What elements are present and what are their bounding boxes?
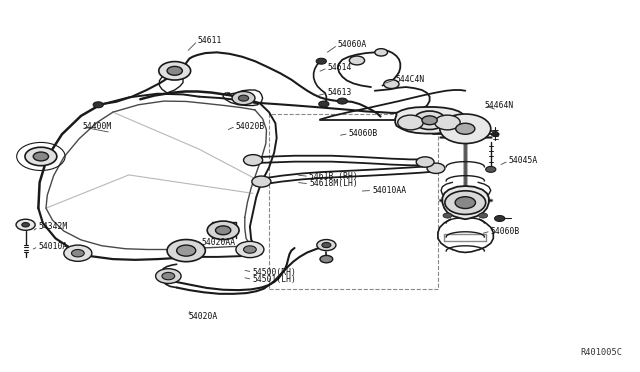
Circle shape bbox=[322, 243, 331, 248]
Circle shape bbox=[440, 114, 491, 144]
Text: 54060A: 54060A bbox=[338, 41, 367, 49]
Circle shape bbox=[244, 155, 262, 166]
Circle shape bbox=[495, 215, 505, 221]
Circle shape bbox=[25, 147, 57, 166]
Text: 544C4N: 544C4N bbox=[395, 75, 424, 84]
Text: 54613: 54613 bbox=[328, 89, 352, 97]
Circle shape bbox=[216, 226, 231, 235]
Circle shape bbox=[252, 176, 271, 187]
Circle shape bbox=[156, 269, 181, 283]
Text: 54464N: 54464N bbox=[484, 101, 514, 110]
Text: 54060B: 54060B bbox=[491, 227, 520, 235]
Circle shape bbox=[456, 123, 475, 134]
Text: 5461B (RH): 5461B (RH) bbox=[309, 172, 358, 181]
Circle shape bbox=[177, 245, 196, 256]
Text: 54500(RH): 54500(RH) bbox=[252, 267, 296, 276]
Text: 54020B: 54020B bbox=[236, 122, 265, 131]
Text: 54010AA: 54010AA bbox=[372, 186, 406, 195]
Text: R401005C: R401005C bbox=[580, 347, 623, 357]
Circle shape bbox=[486, 166, 496, 172]
Circle shape bbox=[349, 56, 365, 65]
Circle shape bbox=[413, 111, 445, 129]
Circle shape bbox=[317, 240, 336, 251]
Text: 54342M: 54342M bbox=[38, 222, 68, 231]
Circle shape bbox=[16, 219, 35, 230]
Circle shape bbox=[316, 58, 326, 64]
Circle shape bbox=[397, 115, 423, 130]
Circle shape bbox=[319, 101, 329, 107]
Circle shape bbox=[167, 240, 205, 262]
Circle shape bbox=[33, 152, 49, 161]
Text: 54618M(LH): 54618M(LH) bbox=[309, 179, 358, 188]
Circle shape bbox=[479, 213, 488, 218]
Circle shape bbox=[416, 157, 434, 167]
Circle shape bbox=[236, 241, 264, 258]
Circle shape bbox=[427, 163, 445, 173]
Text: 54045A: 54045A bbox=[509, 156, 538, 166]
Polygon shape bbox=[395, 107, 465, 134]
Circle shape bbox=[239, 95, 248, 101]
Text: 54020A: 54020A bbox=[189, 312, 218, 321]
Circle shape bbox=[455, 197, 476, 209]
Circle shape bbox=[443, 213, 452, 218]
Circle shape bbox=[207, 221, 239, 240]
Circle shape bbox=[244, 246, 256, 253]
Text: 54400M: 54400M bbox=[83, 122, 111, 131]
Circle shape bbox=[422, 116, 437, 125]
Circle shape bbox=[159, 62, 191, 80]
Circle shape bbox=[435, 115, 460, 130]
Circle shape bbox=[375, 49, 388, 56]
Circle shape bbox=[492, 132, 499, 137]
Text: 54010A: 54010A bbox=[38, 242, 68, 251]
Circle shape bbox=[64, 245, 92, 261]
Text: 54020AA: 54020AA bbox=[202, 238, 236, 247]
Polygon shape bbox=[442, 186, 489, 219]
Circle shape bbox=[320, 256, 333, 263]
Circle shape bbox=[72, 250, 84, 257]
Text: 54501(LH): 54501(LH) bbox=[252, 275, 296, 284]
Circle shape bbox=[232, 92, 255, 105]
Text: 54614: 54614 bbox=[328, 63, 352, 72]
Text: 54611: 54611 bbox=[198, 36, 222, 45]
Circle shape bbox=[93, 102, 103, 108]
Circle shape bbox=[167, 66, 182, 75]
Circle shape bbox=[337, 98, 348, 104]
Circle shape bbox=[22, 222, 29, 227]
Circle shape bbox=[162, 272, 175, 280]
Bar bbox=[269, 114, 438, 289]
Circle shape bbox=[384, 80, 399, 89]
Circle shape bbox=[445, 191, 486, 214]
Text: 54060B: 54060B bbox=[349, 129, 378, 138]
